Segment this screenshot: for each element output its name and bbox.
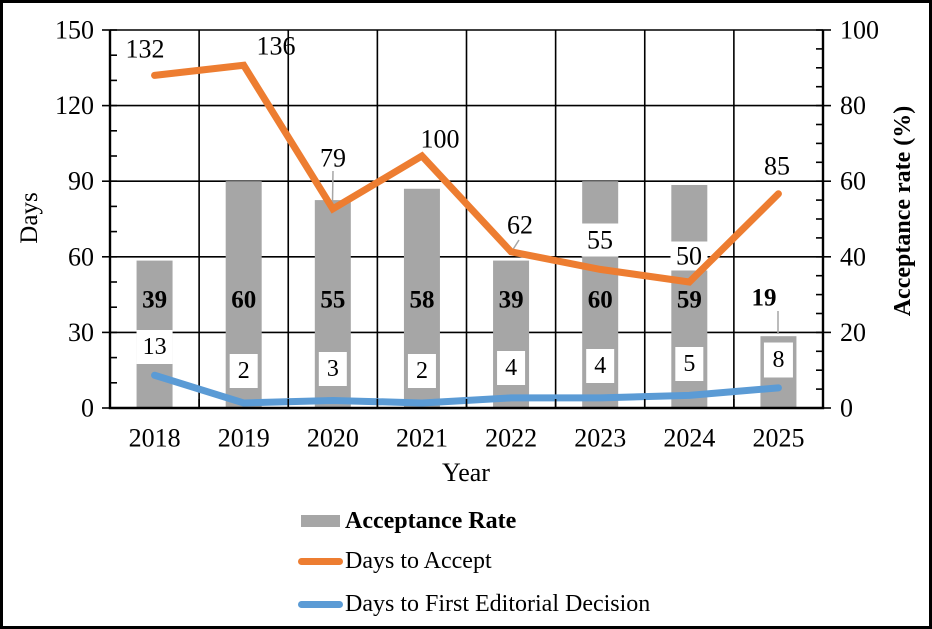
accept-label-2022: 62 [507, 211, 533, 240]
x-tick-label-2018: 2018 [129, 424, 181, 453]
accept-label-2020: 79 [320, 144, 346, 173]
legend-item-days-to-accept: Days to Accept [298, 548, 492, 574]
x-tick-label-2025: 2025 [752, 424, 804, 453]
accept-label-2021: 100 [421, 125, 460, 154]
bar-label-2023: 60 [588, 287, 613, 314]
bar-label-2024: 59 [677, 287, 702, 314]
accept-label-2023: 55 [587, 226, 613, 255]
right-tick-label-80: 80 [840, 91, 866, 120]
decision-label-2024: 5 [683, 351, 695, 377]
decision-label-box-2025 [763, 342, 793, 378]
x-axis-title: Year [442, 458, 490, 487]
decision-label-2021: 2 [416, 358, 428, 384]
accept-label-2018: 132 [126, 35, 165, 64]
left-tick-label-150: 150 [55, 16, 94, 45]
decision-label-box-2020 [318, 352, 347, 386]
legend-line-swatch-orange [298, 557, 343, 565]
bar-label-2021: 58 [409, 287, 434, 314]
bar-label-2025: 19 [752, 285, 777, 312]
right-tick-label-60: 60 [840, 167, 866, 196]
left-axis-title: Days [16, 192, 43, 244]
left-tick-label-90: 90 [68, 167, 94, 196]
decision-label-box-2021 [407, 354, 436, 388]
days-to-accept-line [151, 61, 782, 286]
x-tick-label-2022: 2022 [485, 424, 537, 453]
x-tick-label-2023: 2023 [574, 424, 626, 453]
right-tick-label-0: 0 [840, 394, 853, 423]
legend-label: Acceptance Rate [345, 507, 517, 534]
left-tick-label-0: 0 [81, 394, 94, 423]
right-tick-label-20: 20 [840, 318, 866, 347]
bar-label-2018: 39 [142, 287, 167, 314]
right-tick-label-40: 40 [840, 242, 866, 271]
bar-label-2022: 39 [499, 287, 524, 314]
accept-label-2019: 136 [257, 32, 296, 61]
left-tick-label-30: 30 [68, 318, 94, 347]
decision-label-box-2022 [497, 351, 526, 385]
accept-label-box-2023 [581, 223, 619, 257]
left-tick-label-120: 120 [55, 91, 94, 120]
bar-label-2020: 55 [320, 287, 345, 314]
accept-label-2024: 50 [676, 242, 702, 271]
decision-label-box-2019 [229, 354, 258, 388]
decision-label-2020: 3 [327, 356, 339, 382]
x-tick-label-2020: 2020 [307, 424, 359, 453]
legend-line-swatch-blue [298, 600, 343, 608]
decision-label-2023: 4 [594, 353, 606, 379]
x-tick-label-2019: 2019 [218, 424, 270, 453]
decision-label-box-2024 [675, 347, 704, 381]
accept-label-2025: 85 [764, 152, 790, 181]
decision-label-box-2023 [586, 349, 615, 383]
bar-2022 [493, 260, 530, 408]
x-tick-label-2021: 2021 [396, 424, 448, 453]
bar-label-2019: 60 [231, 287, 256, 314]
legend-item-days-to-first-editorial-decision: Days to First Editorial Decision [298, 591, 650, 617]
decision-label-2018: 13 [143, 334, 167, 360]
legend-label: Days to First Editorial Decision [345, 590, 651, 617]
left-tick-label-60: 60 [68, 242, 94, 271]
decision-label-2019: 2 [238, 358, 250, 384]
right-tick-label-100: 100 [840, 16, 879, 45]
legend-bar-swatch [301, 515, 340, 527]
decision-label-box-2018 [136, 330, 173, 364]
legend-item-acceptance-rate: Acceptance Rate [298, 508, 516, 534]
leader-line-79 [331, 170, 334, 203]
x-tick-label-2024: 2024 [663, 424, 715, 453]
decision-label-2022: 4 [505, 355, 517, 381]
legend-label: Days to Accept [345, 547, 492, 574]
right-axis-title: Acceptance rate (%) [890, 105, 916, 317]
decision-label-2025: 8 [772, 347, 784, 373]
